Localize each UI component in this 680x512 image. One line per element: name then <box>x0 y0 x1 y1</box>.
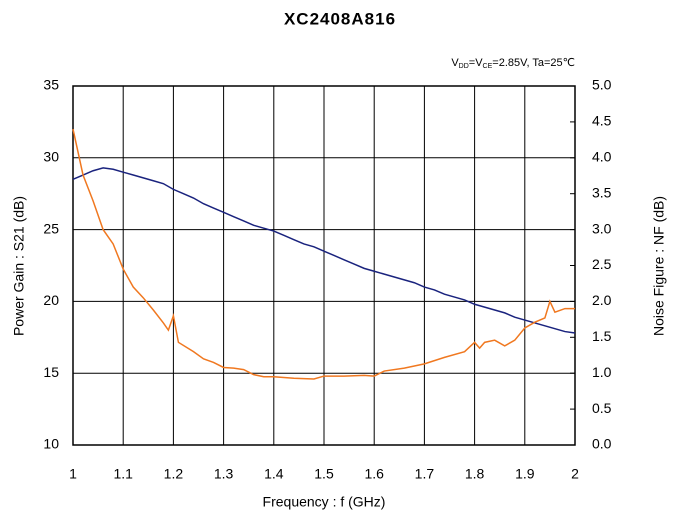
annotation-part: =V <box>469 57 483 69</box>
y2-tick-label: 4.0 <box>592 149 612 165</box>
y2-tick-label: 0.5 <box>592 400 612 416</box>
annotation: VDD=VCE=2.85V, Ta=25℃ <box>451 57 575 70</box>
y2-tick-label: 3.5 <box>592 184 612 200</box>
annotation-part: DD <box>459 63 469 70</box>
y-tick-label: 15 <box>43 364 59 380</box>
y-tick-label: 30 <box>43 149 59 165</box>
plot-border <box>72 85 576 446</box>
x-tick-label: 1.5 <box>314 466 334 482</box>
x-tick-label: 1.4 <box>264 466 284 482</box>
y2-tick-label: 2.5 <box>592 256 612 272</box>
x-tick-label: 1.2 <box>164 466 184 482</box>
y2-tick-label: 2.0 <box>592 292 612 308</box>
x-tick-label: 1.7 <box>415 466 435 482</box>
y2-tick-label: 5.0 <box>592 77 612 93</box>
y2-axis-label: Noise Figure : NF (dB) <box>651 196 667 336</box>
series-line <box>72 128 575 380</box>
y-tick-label: 35 <box>43 77 59 93</box>
y-tick-label: 20 <box>43 292 59 308</box>
x-tick-label: 1.1 <box>113 466 133 482</box>
y2-tick-label: 1.5 <box>592 328 612 344</box>
y2-tick-label: 4.5 <box>592 113 612 129</box>
y-tick-label: 10 <box>43 436 59 452</box>
x-tick-label: 1.3 <box>214 466 234 482</box>
x-tick-label: 1.6 <box>364 466 384 482</box>
x-tick-label: 1.8 <box>465 466 485 482</box>
y2-tick-label: 1.0 <box>592 364 612 380</box>
x-tick-label: 2 <box>571 466 579 482</box>
x-axis-label: Frequency : f (GHz) <box>263 494 386 510</box>
y2-tick-label: 0.0 <box>592 436 612 452</box>
y2-tick-label: 3.0 <box>592 220 612 236</box>
annotation-part: CE <box>483 63 493 70</box>
chart-title: XC2408A816 <box>284 9 396 28</box>
x-tick-label: 1.9 <box>515 466 535 482</box>
annotation-part: =2.85V, Ta=25℃ <box>492 57 575 69</box>
y-axis-label: Power Gain : S21 (dB) <box>11 196 27 336</box>
series-line <box>72 167 576 334</box>
y-tick-label: 25 <box>43 220 59 236</box>
x-tick-label: 1 <box>69 466 77 482</box>
annotation-part: V <box>451 57 459 69</box>
